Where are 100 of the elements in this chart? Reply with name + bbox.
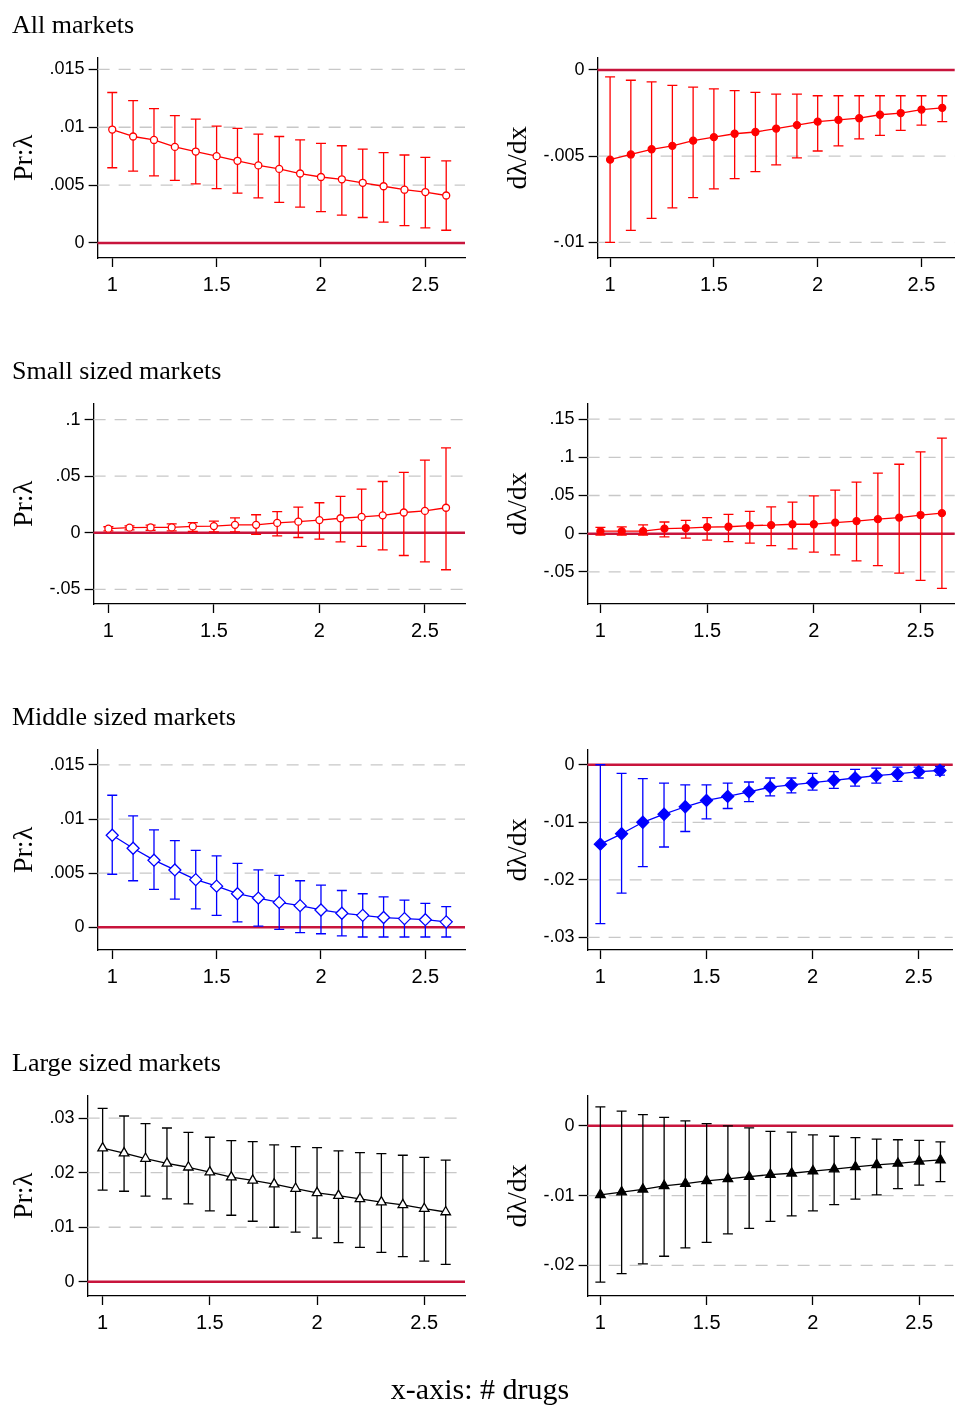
point <box>724 522 733 531</box>
point <box>354 1192 366 1203</box>
y-tick-label: -.05 <box>543 560 575 581</box>
point <box>418 1202 430 1213</box>
point <box>108 125 117 134</box>
point <box>290 1182 302 1192</box>
point <box>337 175 346 184</box>
point <box>892 1157 904 1167</box>
x-tick-label: 2.5 <box>904 964 933 987</box>
x-tick-label: 1 <box>594 618 606 641</box>
point <box>850 1160 861 1171</box>
point <box>831 518 840 527</box>
point <box>935 1153 946 1164</box>
x-tick-label: 1.5 <box>693 618 722 641</box>
y-tick-label: .15 <box>549 408 575 429</box>
chart-title: Large sized markets <box>12 1048 221 1078</box>
point <box>743 1170 755 1181</box>
y-tick-label: -.03 <box>543 926 575 947</box>
x-tick-label: 1 <box>594 1310 606 1333</box>
point <box>721 789 735 804</box>
x-tick-label: 1.5 <box>195 1310 224 1333</box>
x-tick-label: 2.5 <box>411 618 439 641</box>
y-tick-label: 0 <box>74 231 85 252</box>
x-tick-label: 1.5 <box>199 618 228 641</box>
text: x-axis: # drugs <box>389 1372 571 1406</box>
point <box>168 863 182 877</box>
x-tick-label: 1.5 <box>699 272 728 295</box>
point <box>251 520 261 529</box>
point <box>441 503 451 512</box>
y-tick-label: .1 <box>65 408 81 429</box>
point <box>356 908 370 923</box>
chart-title: All markets <box>12 10 135 40</box>
point <box>701 1174 713 1185</box>
point <box>161 1157 173 1167</box>
y-tick-label: -.02 <box>543 1254 575 1275</box>
y-tick-label: .015 <box>49 58 85 79</box>
point <box>647 145 656 154</box>
y-tick-label: .005 <box>49 174 85 195</box>
point <box>786 1167 798 1177</box>
point <box>336 514 345 523</box>
x-tick-label: 1 <box>106 272 118 295</box>
x-tick-label: 2 <box>807 964 819 987</box>
chart-title: Middle sized markets <box>12 702 236 732</box>
point <box>295 169 305 178</box>
point <box>913 1155 925 1165</box>
point <box>828 1162 840 1173</box>
point <box>702 522 712 532</box>
point <box>834 115 843 125</box>
point <box>855 114 864 123</box>
point <box>660 524 669 533</box>
x-tick-label: 1 <box>106 964 118 987</box>
point <box>593 837 607 851</box>
point <box>230 887 245 901</box>
point <box>765 1168 776 1179</box>
point <box>605 155 615 164</box>
point <box>678 800 692 814</box>
x-tick-label: 2.5 <box>410 1310 439 1333</box>
point <box>397 911 412 926</box>
point <box>247 1174 259 1184</box>
x-tick-label: 1 <box>594 964 606 987</box>
point <box>399 508 408 517</box>
x-tick-label: 2.5 <box>411 964 440 987</box>
y-tick-label: -.005 <box>543 145 585 166</box>
point <box>657 807 671 821</box>
y-tick-label: -.02 <box>543 868 575 889</box>
point <box>147 853 161 867</box>
y-axis-title: Pr:λ <box>7 1172 39 1220</box>
point <box>182 1161 194 1171</box>
point <box>191 147 200 156</box>
point <box>315 515 324 525</box>
point <box>788 520 797 529</box>
point <box>742 785 756 799</box>
point <box>916 510 925 520</box>
y-tick-label: 0 <box>64 1270 75 1291</box>
point <box>275 164 284 174</box>
point <box>140 1152 151 1162</box>
y-tick-label: 0 <box>574 58 585 79</box>
point <box>709 133 719 142</box>
point <box>767 520 776 530</box>
x-tick-label: 2 <box>807 1310 819 1333</box>
point <box>809 520 818 529</box>
point <box>254 161 263 170</box>
point <box>418 913 432 927</box>
point <box>871 1158 883 1169</box>
point <box>938 103 947 112</box>
point <box>375 1196 387 1206</box>
x-tick-label: 2.5 <box>906 618 935 641</box>
point <box>852 516 861 526</box>
point <box>358 178 367 187</box>
point <box>311 1186 323 1197</box>
point <box>421 187 430 197</box>
point <box>594 1188 606 1199</box>
point <box>379 182 388 191</box>
point <box>626 150 635 159</box>
point <box>440 1205 452 1216</box>
point <box>658 1179 670 1190</box>
y-axis-title: Pr:λ <box>7 826 39 874</box>
point <box>813 117 822 126</box>
y-tick-label: .1 <box>559 446 575 467</box>
x-tick-label: 2 <box>808 618 820 641</box>
